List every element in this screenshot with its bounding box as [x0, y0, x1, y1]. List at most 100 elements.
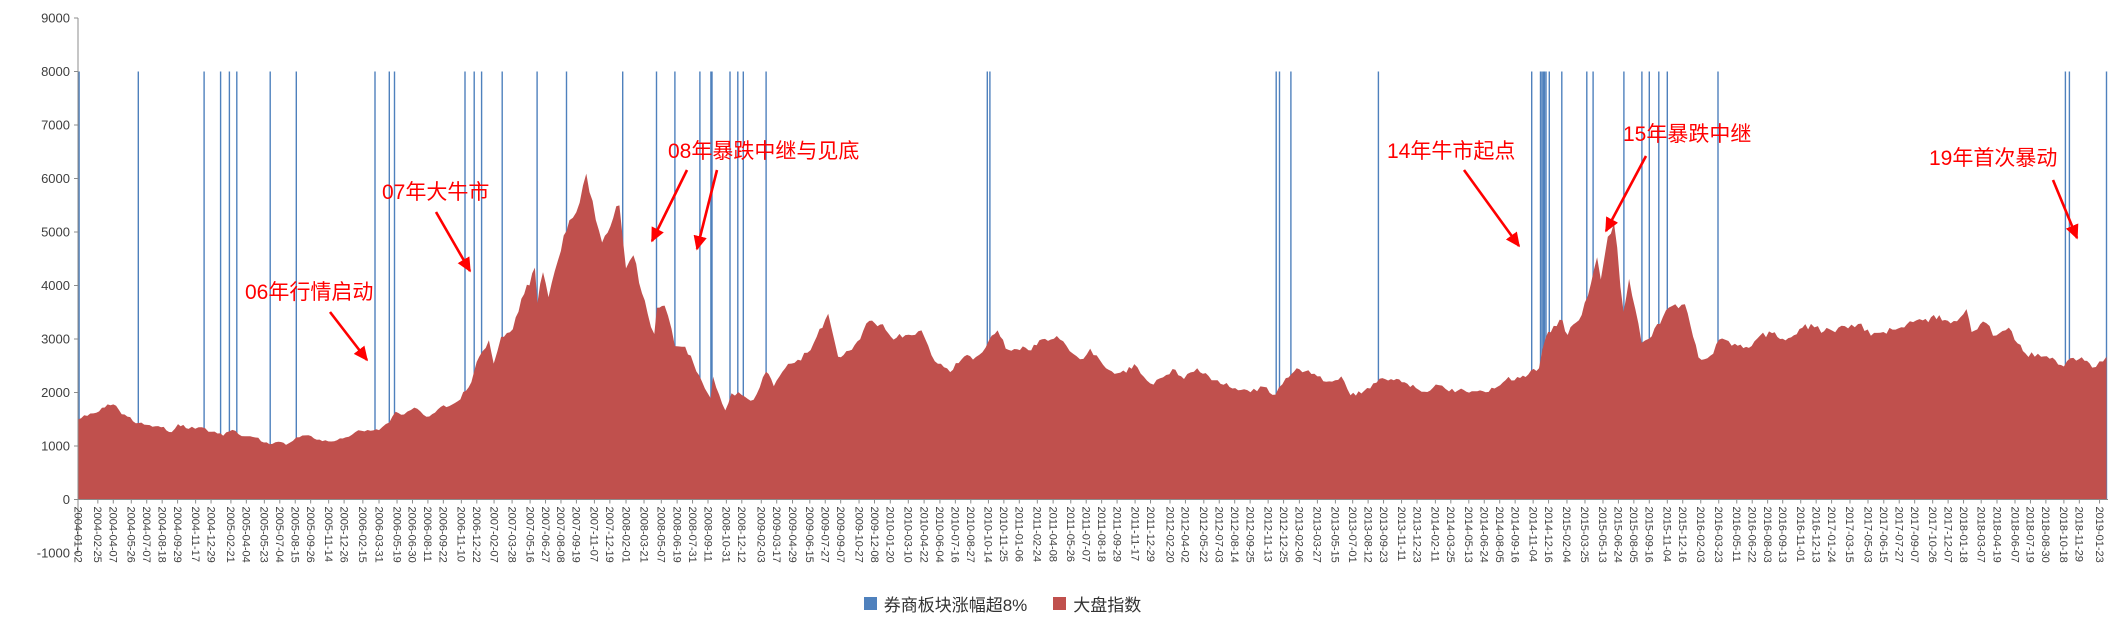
- x-tick-label: 2004-11-17: [189, 507, 201, 562]
- x-tick-label: 2006-06-30: [406, 507, 418, 563]
- x-tick-label: 2011-09-29: [1110, 507, 1122, 562]
- x-tick-label: 2018-01-18: [1957, 507, 1969, 563]
- x-tick-label: 2011-07-07: [1079, 507, 1091, 562]
- x-tick-label: 2006-05-19: [390, 507, 402, 563]
- x-tick-label: 2005-08-15: [288, 507, 300, 563]
- x-tick-label: 2014-12-16: [1542, 507, 1554, 563]
- x-tick-label: 2005-09-26: [304, 507, 316, 563]
- x-tick-label: 2016-03-23: [1712, 507, 1724, 563]
- x-tick-label: 2007-03-28: [505, 507, 517, 563]
- x-tick-label: 2013-05-15: [1329, 507, 1341, 563]
- x-tick-label: 2008-10-31: [720, 507, 732, 563]
- y-axis-labels: 9000 8000 7000 6000 5000 4000 3000 2000 1000 0 -10…: [37, 11, 78, 561]
- annotation-label: 06年行情启动: [245, 281, 373, 304]
- x-tick-label: 2005-04-04: [240, 507, 252, 563]
- x-tick-label: 2011-04-08: [1046, 507, 1058, 562]
- x-tick-label: 2017-03-15: [1843, 507, 1855, 563]
- x-tick-label: 2016-05-11: [1730, 507, 1742, 562]
- x-tick-label: 2015-03-25: [1578, 507, 1590, 563]
- x-tick-label: 2012-12-25: [1277, 507, 1289, 563]
- x-tick-label: 2006-08-11: [421, 507, 433, 562]
- x-tick-label: 2013-03-27: [1311, 507, 1323, 563]
- x-tick-label: 2008-12-12: [735, 507, 747, 563]
- x-tick-label: 2016-09-13: [1776, 507, 1788, 563]
- x-tick-label: 2014-02-11: [1429, 507, 1441, 562]
- x-tick-label: 2010-04-22: [917, 507, 929, 563]
- annotation-arrow-icon: [328, 311, 369, 362]
- x-tick-label: 2008-07-31: [686, 507, 698, 563]
- y-tick-label: 8000: [41, 64, 70, 79]
- x-tick-label: 2010-10-14: [982, 507, 994, 563]
- x-tick-label: 2004-08-18: [155, 507, 167, 563]
- annotation-arrow-icon: [693, 169, 719, 251]
- x-tick-label: 2007-12-19: [603, 507, 615, 563]
- x-tick-label: 2012-08-14: [1228, 507, 1240, 563]
- x-tick-label: 2015-02-04: [1560, 507, 1572, 563]
- x-tick-label: 2011-12-29: [1144, 507, 1156, 562]
- x-tick-label: 2018-11-29: [2073, 507, 2085, 562]
- x-tick-label: 2005-05-23: [258, 507, 270, 563]
- x-tick-label: 2014-09-16: [1508, 507, 1520, 563]
- y-tick-label: 9000: [41, 11, 70, 26]
- x-tick-label: 2017-05-03: [1861, 507, 1873, 563]
- x-tick-label: 2008-05-07: [655, 507, 667, 563]
- x-tick-label: 2004-05-26: [125, 507, 137, 563]
- x-tick-label: 2017-10-26: [1926, 507, 1938, 563]
- x-tick-label: 2012-05-22: [1197, 507, 1209, 563]
- x-tick-label: 2009-04-29: [786, 507, 798, 563]
- x-tick-label: 2008-09-11: [701, 507, 713, 562]
- x-tick-label: 2016-12-13: [1809, 507, 1821, 563]
- x-tick-label: 2018-04-19: [1990, 507, 2002, 563]
- legend-item-market-index: 大盘指数: [1053, 591, 1141, 616]
- annotation-arrow-icon: [434, 211, 472, 273]
- x-tick-label: 2016-02-03: [1694, 507, 1706, 563]
- y-tick-label: 7000: [41, 118, 70, 133]
- x-axis-labels: 2004-01-02 2004-02-25 2004-04-07 2004-05-26…: [71, 499, 2105, 563]
- x-tick-label: 2009-10-27: [852, 507, 864, 563]
- x-tick-label: 2009-07-27: [818, 507, 830, 563]
- x-tick-label: 2013-02-06: [1293, 507, 1305, 563]
- x-tick-label: 2009-02-03: [755, 507, 767, 563]
- annotation-label: 14年牛市起点: [1387, 140, 1515, 163]
- x-tick-label: 2018-08-30: [2039, 507, 2051, 563]
- x-tick-label: 2014-06-24: [1478, 507, 1490, 563]
- y-tick-label: 4000: [41, 278, 70, 293]
- x-tick-label: 2004-01-02: [71, 507, 83, 563]
- x-tick-label: 2011-05-26: [1064, 507, 1076, 562]
- x-tick-label: 2008-06-19: [670, 507, 682, 563]
- x-tick-label: 2010-01-20: [884, 507, 896, 563]
- x-tick-label: 2004-02-25: [91, 507, 103, 563]
- x-tick-label: 2014-03-25: [1444, 507, 1456, 563]
- y-tick-label: 5000: [41, 225, 70, 240]
- x-tick-label: 2007-08-08: [554, 507, 566, 563]
- annotation-label: 15年暴跌中继: [1623, 123, 1751, 146]
- x-tick-label: 2007-09-19: [570, 507, 582, 563]
- x-tick-label: 2015-08-05: [1627, 507, 1639, 563]
- x-tick-label: 2005-07-04: [273, 507, 285, 563]
- x-tick-label: 2014-08-05: [1493, 507, 1505, 563]
- x-tick-label: 2010-08-27: [964, 507, 976, 563]
- x-tick-label: 2004-07-07: [140, 507, 152, 563]
- x-tick-label: 2017-07-27: [1892, 507, 1904, 563]
- x-tick-label: 2012-09-25: [1243, 507, 1255, 563]
- x-tick-label: 2009-09-07: [834, 507, 846, 563]
- x-tick-label: 2007-02-07: [487, 507, 499, 563]
- x-tick-label: 2004-12-29: [204, 507, 216, 563]
- x-tick-label: 2017-09-07: [1908, 507, 1920, 563]
- x-tick-label: 2007-05-16: [523, 507, 535, 563]
- x-tick-label: 2017-01-24: [1825, 507, 1837, 563]
- y-tick-label: 1000: [41, 439, 70, 454]
- annotation-arrow-icon: [2051, 179, 2079, 240]
- annotation-label: 08年暴跌中继与见底: [668, 140, 859, 163]
- x-tick-label: 2012-11-13: [1261, 507, 1273, 562]
- x-tick-label: 2011-01-06: [1013, 507, 1025, 562]
- x-tick-label: 2015-12-16: [1676, 507, 1688, 563]
- x-tick-label: 2006-11-10: [455, 507, 467, 562]
- x-tick-label: 2010-07-16: [949, 507, 961, 563]
- y-tick-label: 6000: [41, 171, 70, 186]
- y-tick-label: 3000: [41, 332, 70, 347]
- x-tick-label: 2018-10-18: [2057, 507, 2069, 563]
- x-tick-label: 2006-03-31: [372, 507, 384, 563]
- x-tick-label: 2005-11-14: [322, 507, 334, 562]
